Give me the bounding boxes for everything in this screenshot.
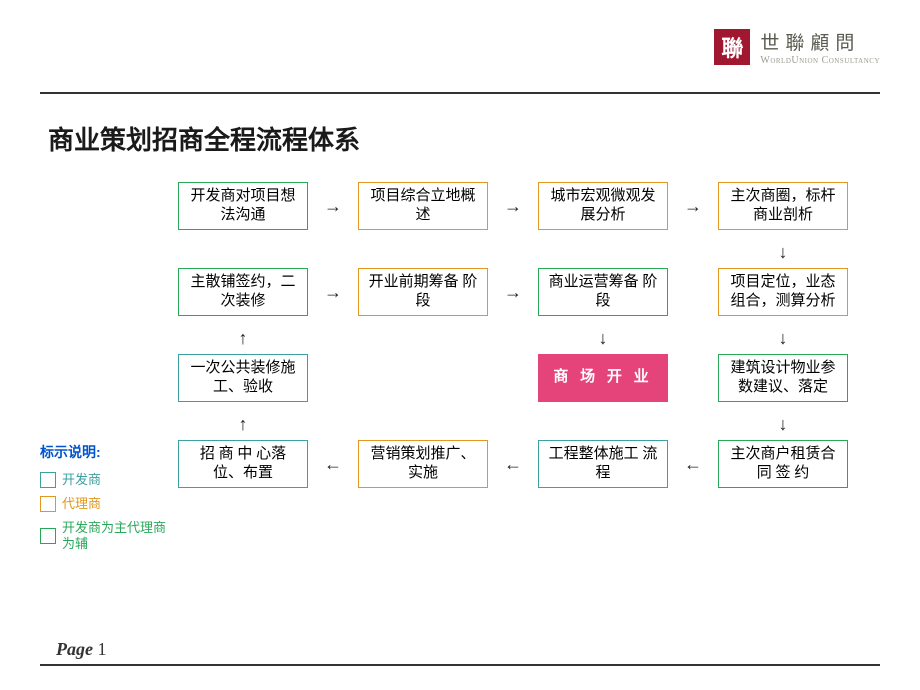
flow-varrow-3: ↑ ↓ (178, 408, 878, 440)
page-label: Page (56, 639, 93, 659)
arrow-down-icon: ↓ (538, 328, 668, 349)
empty-cell (358, 354, 488, 402)
legend-swatch (40, 528, 56, 544)
box-r1c2: 项目综合立地概述 (358, 182, 488, 230)
logo-text-block: 世聯顧問 WorldUnion Consultancy (760, 28, 880, 66)
arrow-left-icon: ← (488, 454, 538, 475)
legend-swatch (40, 472, 56, 488)
box-r4c1: 招 商 中 心落位、布置 (178, 440, 308, 488)
page-title: 商业策划招商全程流程体系 (48, 120, 360, 157)
box-r2c2: 开业前期筹备 阶 段 (358, 268, 488, 316)
arrow-left-icon: ← (668, 454, 718, 475)
logo-icon: 聯 (714, 29, 750, 65)
legend-item-mixed: 开发商为主代理商为辅 (40, 520, 170, 551)
box-r2c4: 项目定位，业态组合，测算分析 (718, 268, 848, 316)
legend-label: 开发商 (62, 472, 101, 488)
arrow-down-icon: ↓ (718, 414, 848, 435)
logo-cn: 世聯顧問 (760, 28, 880, 55)
arrow-right-icon: → (308, 282, 358, 303)
legend-label: 代理商 (62, 496, 101, 512)
flow-row-3: 一次公共装修施工、验收 商 场 开 业 建筑设计物业参数建议、落定 (178, 354, 878, 402)
legend-item-agent: 代理商 (40, 496, 170, 512)
legend-label: 开发商为主代理商为辅 (62, 520, 170, 551)
box-r1c3: 城市宏观微观发展分析 (538, 182, 668, 230)
flow-row-1: 开发商对项目想法沟通 → 项目综合立地概述 → 城市宏观微观发展分析 → 主次商… (178, 182, 878, 230)
arrow-right-icon: → (488, 282, 538, 303)
arrow-right-icon: → (308, 196, 358, 217)
arrow-down-icon: ↓ (718, 242, 848, 263)
box-r4c4: 主次商户租赁合 同 签 约 (718, 440, 848, 488)
bottom-rule (40, 664, 880, 666)
flow-row-4: 招 商 中 心落位、布置 ← 营销策划推广、实施 ← 工程整体施工 流 程 ← … (178, 440, 878, 488)
legend-item-developer: 开发商 (40, 472, 170, 488)
legend-swatch (40, 496, 56, 512)
top-rule (40, 92, 880, 94)
legend: 标示说明: 开发商 代理商 开发商为主代理商为辅 (40, 442, 170, 559)
box-r3c1: 一次公共装修施工、验收 (178, 354, 308, 402)
flow-varrow-2: ↑ ↓ ↓ (178, 322, 878, 354)
arrow-up-icon: ↑ (178, 414, 308, 435)
box-opening: 商 场 开 业 (538, 354, 668, 402)
box-r4c2: 营销策划推广、实施 (358, 440, 488, 488)
arrow-left-icon: ← (308, 454, 358, 475)
page-value: 1 (97, 639, 106, 659)
flow-row-2: 主散铺签约，二次装修 → 开业前期筹备 阶 段 → 商业运营筹备 阶 段 项目定… (178, 268, 878, 316)
legend-title: 标示说明: (40, 442, 170, 462)
logo-en: WorldUnion Consultancy (760, 55, 880, 66)
box-r2c1: 主散铺签约，二次装修 (178, 268, 308, 316)
page-number: Page 1 (56, 639, 106, 660)
box-r1c4: 主次商圈，标杆商业剖析 (718, 182, 848, 230)
arrow-right-icon: → (668, 196, 718, 217)
box-r4c3: 工程整体施工 流 程 (538, 440, 668, 488)
arrow-up-icon: ↑ (178, 328, 308, 349)
flowchart: 开发商对项目想法沟通 → 项目综合立地概述 → 城市宏观微观发展分析 → 主次商… (178, 182, 878, 494)
flow-varrow-1: ↓ (178, 236, 878, 268)
box-r1c1: 开发商对项目想法沟通 (178, 182, 308, 230)
arrow-down-icon: ↓ (718, 328, 848, 349)
arrow-right-icon: → (488, 196, 538, 217)
brand-logo: 聯 世聯顧問 WorldUnion Consultancy (714, 28, 880, 66)
box-r2c3: 商业运营筹备 阶 段 (538, 268, 668, 316)
box-r3c4: 建筑设计物业参数建议、落定 (718, 354, 848, 402)
